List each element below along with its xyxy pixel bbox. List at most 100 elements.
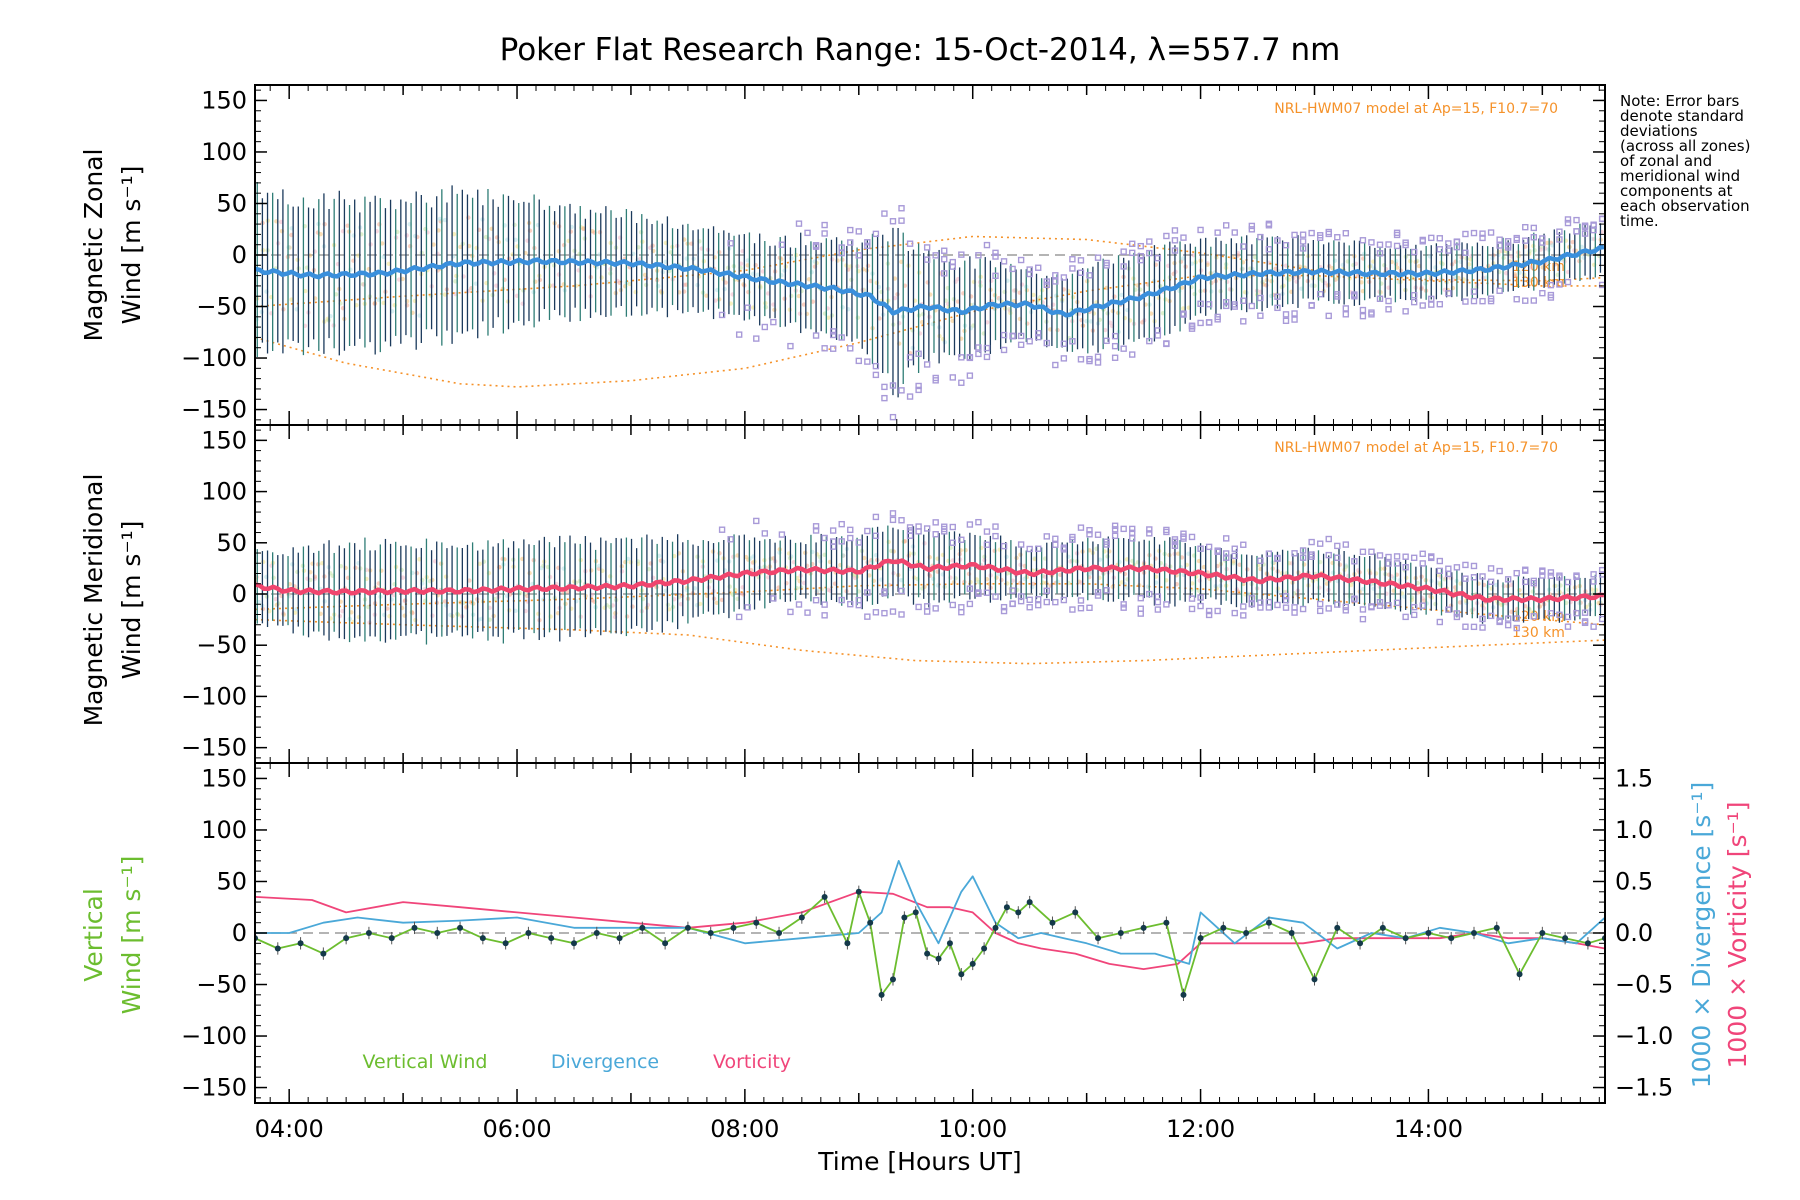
zone-sample-dot bbox=[760, 269, 766, 274]
zone-outlier-marker bbox=[1462, 249, 1469, 256]
zone-outlier-marker bbox=[1094, 531, 1102, 538]
zone-sample-dot bbox=[345, 223, 350, 228]
zone-sample-dot bbox=[494, 283, 499, 288]
zone-outlier-marker bbox=[1060, 596, 1068, 604]
zone-outlier-marker bbox=[1299, 238, 1307, 245]
zone-outlier-marker bbox=[1103, 337, 1110, 345]
zone-sample-dot bbox=[950, 318, 955, 324]
zone-outlier-marker bbox=[1487, 295, 1495, 302]
zone-outlier-marker bbox=[1564, 216, 1572, 223]
zone-sample-dot bbox=[777, 550, 782, 555]
zone-sample-dot bbox=[982, 557, 987, 563]
zone-sample-dot bbox=[795, 575, 800, 581]
zone-outlier-marker bbox=[821, 612, 828, 619]
zone-outlier-marker bbox=[1581, 223, 1589, 231]
zone-outlier-marker bbox=[1180, 311, 1187, 318]
zone-sample-dot bbox=[453, 279, 458, 284]
zone-outlier-marker bbox=[1188, 533, 1196, 541]
zone-outlier-marker bbox=[838, 249, 845, 257]
zone-sample-dot bbox=[899, 259, 904, 265]
zone-outlier-marker bbox=[1470, 562, 1478, 570]
y-tick-label: −150 bbox=[181, 396, 247, 424]
vertical-ylabel-line2: Wind [m s⁻¹] bbox=[117, 856, 146, 1015]
zone-outlier-marker bbox=[1009, 265, 1016, 273]
zone-outlier-marker bbox=[1530, 234, 1537, 241]
zone-outlier-marker bbox=[966, 600, 974, 608]
zone-sample-dot bbox=[381, 300, 386, 306]
zone-outlier-marker bbox=[1120, 525, 1127, 533]
zone-sample-dot bbox=[1058, 572, 1063, 578]
zone-outlier-marker bbox=[1453, 238, 1461, 246]
zone-outlier-marker bbox=[1487, 612, 1495, 620]
vertical-wind-point bbox=[1470, 930, 1477, 936]
zone-outlier-marker bbox=[1069, 533, 1076, 541]
zone-sample-dot bbox=[1550, 243, 1555, 248]
zone-outlier-marker bbox=[1470, 623, 1478, 631]
zone-outlier-marker bbox=[1154, 593, 1162, 600]
zone-outlier-marker bbox=[770, 595, 777, 602]
zone-outlier-marker bbox=[1334, 554, 1341, 561]
zone-outlier-marker bbox=[992, 249, 999, 257]
zone-outlier-marker bbox=[1487, 229, 1495, 236]
zone-sample-dot bbox=[1191, 252, 1196, 258]
zone-outlier-marker bbox=[1334, 234, 1341, 241]
zone-outlier-marker bbox=[1479, 573, 1486, 580]
zone-sample-dot bbox=[1468, 257, 1473, 262]
zone-outlier-marker bbox=[1325, 605, 1332, 612]
zone-sample-dot bbox=[322, 221, 327, 227]
vertical-wind-point bbox=[479, 935, 486, 942]
zone-outlier-marker bbox=[1077, 605, 1085, 612]
y2-tick-label: −1.5 bbox=[1615, 1074, 1673, 1102]
zone-outlier-marker bbox=[1376, 552, 1384, 559]
vertical-wind-point bbox=[707, 930, 714, 936]
zone-outlier-marker bbox=[1316, 234, 1324, 241]
zone-outlier-marker bbox=[898, 587, 905, 595]
zone-outlier-marker bbox=[864, 589, 871, 596]
zone-outlier-marker bbox=[1026, 596, 1033, 604]
zone-sample-dot bbox=[568, 229, 574, 234]
zone-outlier-marker bbox=[1035, 264, 1042, 271]
zone-sample-dot bbox=[1177, 288, 1182, 294]
zone-outlier-marker bbox=[906, 354, 914, 361]
zone-sample-dot bbox=[589, 568, 594, 573]
zone-outlier-marker bbox=[932, 605, 939, 612]
zone-outlier-marker bbox=[1000, 331, 1008, 339]
y-tick-label: −50 bbox=[196, 631, 247, 659]
zone-outlier-marker bbox=[1077, 356, 1085, 363]
zone-sample-dot bbox=[1416, 263, 1422, 269]
zone-sample-dot bbox=[525, 593, 530, 599]
zone-sample-dot bbox=[892, 295, 898, 301]
zone-sample-dot bbox=[1097, 557, 1103, 562]
zone-sample-dot bbox=[758, 285, 763, 290]
zone-outlier-marker bbox=[923, 361, 931, 368]
zone-sample-dot bbox=[413, 617, 418, 623]
zone-outlier-marker bbox=[1376, 602, 1384, 609]
zone-sample-dot bbox=[984, 320, 990, 325]
zone-sample-dot bbox=[308, 569, 313, 575]
zone-outlier-marker bbox=[1410, 248, 1418, 256]
zone-outlier-marker bbox=[889, 510, 897, 517]
zone-sample-dot bbox=[608, 271, 613, 276]
zone-outlier-marker bbox=[1368, 309, 1375, 316]
zone-outlier-marker bbox=[1154, 254, 1162, 262]
zone-outlier-marker bbox=[1146, 238, 1153, 245]
zone-outlier-marker bbox=[1035, 596, 1042, 603]
zone-sample-dot bbox=[556, 272, 562, 277]
zone-outlier-marker bbox=[966, 585, 974, 592]
zone-outlier-marker bbox=[898, 217, 905, 224]
zone-sample-dot bbox=[1176, 551, 1181, 556]
zone-sample-dot bbox=[1273, 266, 1278, 271]
zone-sample-dot bbox=[1378, 566, 1383, 572]
zone-outlier-marker bbox=[958, 251, 965, 258]
zone-outlier-marker bbox=[1462, 575, 1469, 582]
zone-outlier-marker bbox=[1299, 245, 1307, 252]
zone-outlier-marker bbox=[855, 252, 862, 259]
zone-sample-dot bbox=[1237, 562, 1242, 567]
zone-outlier-marker bbox=[1043, 533, 1050, 540]
zone-outlier-marker bbox=[1223, 299, 1230, 306]
zone-outlier-marker bbox=[1223, 535, 1230, 542]
zone-outlier-marker bbox=[812, 527, 820, 534]
y2-tick-label: 0.0 bbox=[1615, 919, 1653, 947]
zone-sample-dot bbox=[443, 603, 449, 608]
